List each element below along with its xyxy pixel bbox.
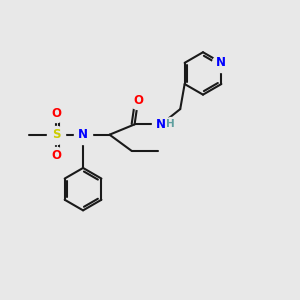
Text: O: O [133, 94, 143, 107]
Text: N: N [78, 128, 88, 141]
Text: N: N [216, 56, 226, 69]
Text: O: O [51, 149, 61, 162]
Text: S: S [52, 128, 60, 141]
Text: N: N [156, 118, 166, 131]
Text: H: H [166, 119, 175, 129]
Text: O: O [51, 107, 61, 120]
